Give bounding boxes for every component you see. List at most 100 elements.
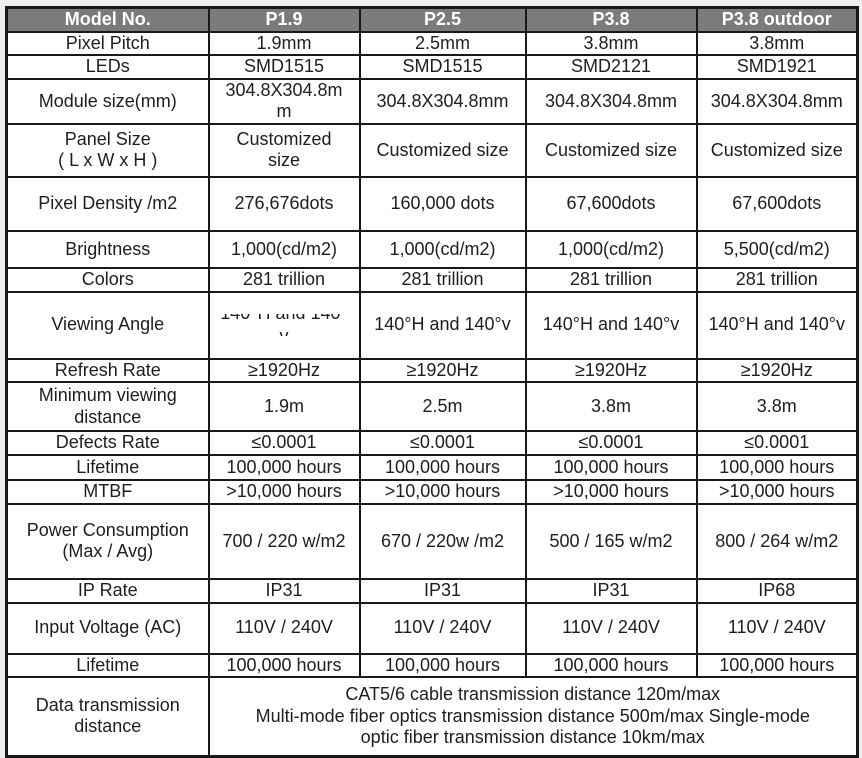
row-leds: LEDs SMD1515 SMD1515 SMD2121 SMD1921 [5,54,859,80]
cell-p38: 100,000 hours [524,652,698,679]
cell-p38: 140°H and 140°v [524,290,698,360]
cell-p19: 100,000 hours [207,453,361,481]
cell-p38: ≥1920Hz [524,357,698,384]
cell-p38-outdoor: 304.8X304.8mm [695,77,859,125]
row-label: Data transmission distance [5,676,210,758]
row-ip-rate: IP Rate IP31 IP31 IP31 IP68 [5,577,859,604]
row-label: Input Voltage (AC) [5,601,210,655]
spec-table: Model No. P1.9 P2.5 P3.8 P3.8 outdoor Pi… [5,6,859,758]
cell-p38: 3.8mm [524,30,698,57]
header-col-p25: P2.5 [358,6,527,33]
row-label: Minimum viewing distance [5,381,210,433]
cell-p38: SMD2121 [524,54,698,80]
cell-p25: 140°H and 140°v [358,290,527,360]
cell-p25: Customized size [358,122,527,178]
cell-p38: 67,600dots [524,175,698,232]
cell-p38-outdoor: 800 / 264 w/m2 [695,502,859,580]
cell-p38: IP31 [524,577,698,604]
cell-p38-outdoor: ≤0.0001 [695,430,859,456]
cell-p25: >10,000 hours [358,478,527,505]
cell-p38: 1,000(cd/m2) [524,229,698,269]
header-col-p19: P1.9 [207,6,361,33]
row-label: Viewing Angle [5,290,210,360]
row-refresh-rate: Refresh Rate ≥1920Hz ≥1920Hz ≥1920Hz ≥19… [5,357,859,384]
cell-p38-outdoor: ≥1920Hz [695,357,859,384]
row-label: Module size(mm) [5,77,210,125]
row-pixel-density: Pixel Density /m2 276,676dots 160,000 do… [5,175,859,232]
cell-p19: 276,676dots [207,175,361,232]
cell-p38: ≤0.0001 [524,430,698,456]
cell-p38-outdoor: 5,500(cd/m2) [695,229,859,269]
cell-p19: 304.8X304.8m m [207,77,361,125]
cell-p19: 100,000 hours [207,652,361,679]
row-mtbf: MTBF >10,000 hours >10,000 hours >10,000… [5,478,859,505]
cell-p19: Customized size [207,122,361,178]
row-data-transmission: Data transmission distance CAT5/6 cable … [5,676,859,758]
cell-p19: SMD1515 [207,54,361,80]
row-brightness: Brightness 1,000(cd/m2) 1,000(cd/m2) 1,0… [5,229,859,269]
cell-p38-outdoor: 67,600dots [695,175,859,232]
cell-p38-outdoor: 281 trillion [695,266,859,293]
clipped-text-box: 140°H and 140° v [213,314,356,336]
cell-p19: 1.9mm [207,30,361,57]
cell-p38: 100,000 hours [524,453,698,481]
cell-p38-outdoor: 3.8m [695,381,859,433]
row-lifetime-2: Lifetime 100,000 hours 100,000 hours 100… [5,652,859,679]
cell-merged-transmission: CAT5/6 cable transmission distance 120m/… [207,676,859,758]
cell-p38: 281 trillion [524,266,698,293]
header-col-p38-outdoor: P3.8 outdoor [695,6,859,33]
row-label: Power Consumption (Max / Avg) [5,502,210,580]
cell-p25: 100,000 hours [358,453,527,481]
row-pixel-pitch: Pixel Pitch 1.9mm 2.5mm 3.8mm 3.8mm [5,30,859,57]
row-label: Pixel Pitch [5,30,210,57]
cell-p19: 110V / 240V [207,601,361,655]
cell-p25: 670 / 220w /m2 [358,502,527,580]
row-label: Colors [5,266,210,293]
row-label: Lifetime [5,652,210,679]
cell-p38-outdoor: >10,000 hours [695,478,859,505]
cell-p38: 110V / 240V [524,601,698,655]
cell-p38-outdoor: IP68 [695,577,859,604]
cell-p38-outdoor: 140°H and 140°v [695,290,859,360]
cell-p38: Customized size [524,122,698,178]
cell-p38-outdoor: 100,000 hours [695,652,859,679]
row-lifetime: Lifetime 100,000 hours 100,000 hours 100… [5,453,859,481]
row-label: LEDs [5,54,210,80]
header-row: Model No. P1.9 P2.5 P3.8 P3.8 outdoor [5,6,859,33]
cell-p25: 1,000(cd/m2) [358,229,527,269]
row-label: Pixel Density /m2 [5,175,210,232]
cell-p25: 100,000 hours [358,652,527,679]
cell-p25: ≥1920Hz [358,357,527,384]
cell-p25: SMD1515 [358,54,527,80]
cell-p19: >10,000 hours [207,478,361,505]
cell-p38-outdoor: 100,000 hours [695,453,859,481]
row-defects-rate: Defects Rate ≤0.0001 ≤0.0001 ≤0.0001 ≤0.… [5,430,859,456]
header-model-no: Model No. [5,6,210,33]
clipped-text: 140°H and 140° v [220,314,348,337]
row-colors: Colors 281 trillion 281 trillion 281 tri… [5,266,859,293]
cell-p25: 304.8X304.8mm [358,77,527,125]
cell-p19: 140°H and 140° v [207,290,361,360]
cell-p19: 1,000(cd/m2) [207,229,361,269]
row-label: Refresh Rate [5,357,210,384]
cell-p19: IP31 [207,577,361,604]
cell-p25: 2.5m [358,381,527,433]
cell-p25: 281 trillion [358,266,527,293]
cell-p38-outdoor: 110V / 240V [695,601,859,655]
cell-p25: 160,000 dots [358,175,527,232]
row-viewing-angle: Viewing Angle 140°H and 140° v 140°H and… [5,290,859,360]
cell-p38: 3.8m [524,381,698,433]
cell-p19: ≥1920Hz [207,357,361,384]
header-col-p38: P3.8 [524,6,698,33]
cell-p19: ≤0.0001 [207,430,361,456]
cell-p25: IP31 [358,577,527,604]
row-label: MTBF [5,478,210,505]
row-panel-size: Panel Size ( L x W x H ) Customized size… [5,122,859,178]
cell-p25: 110V / 240V [358,601,527,655]
cell-p38-outdoor: Customized size [695,122,859,178]
row-label: Panel Size ( L x W x H ) [5,122,210,178]
cell-p25: ≤0.0001 [358,430,527,456]
cell-p19: 281 trillion [207,266,361,293]
cell-p19: 700 / 220 w/m2 [207,502,361,580]
